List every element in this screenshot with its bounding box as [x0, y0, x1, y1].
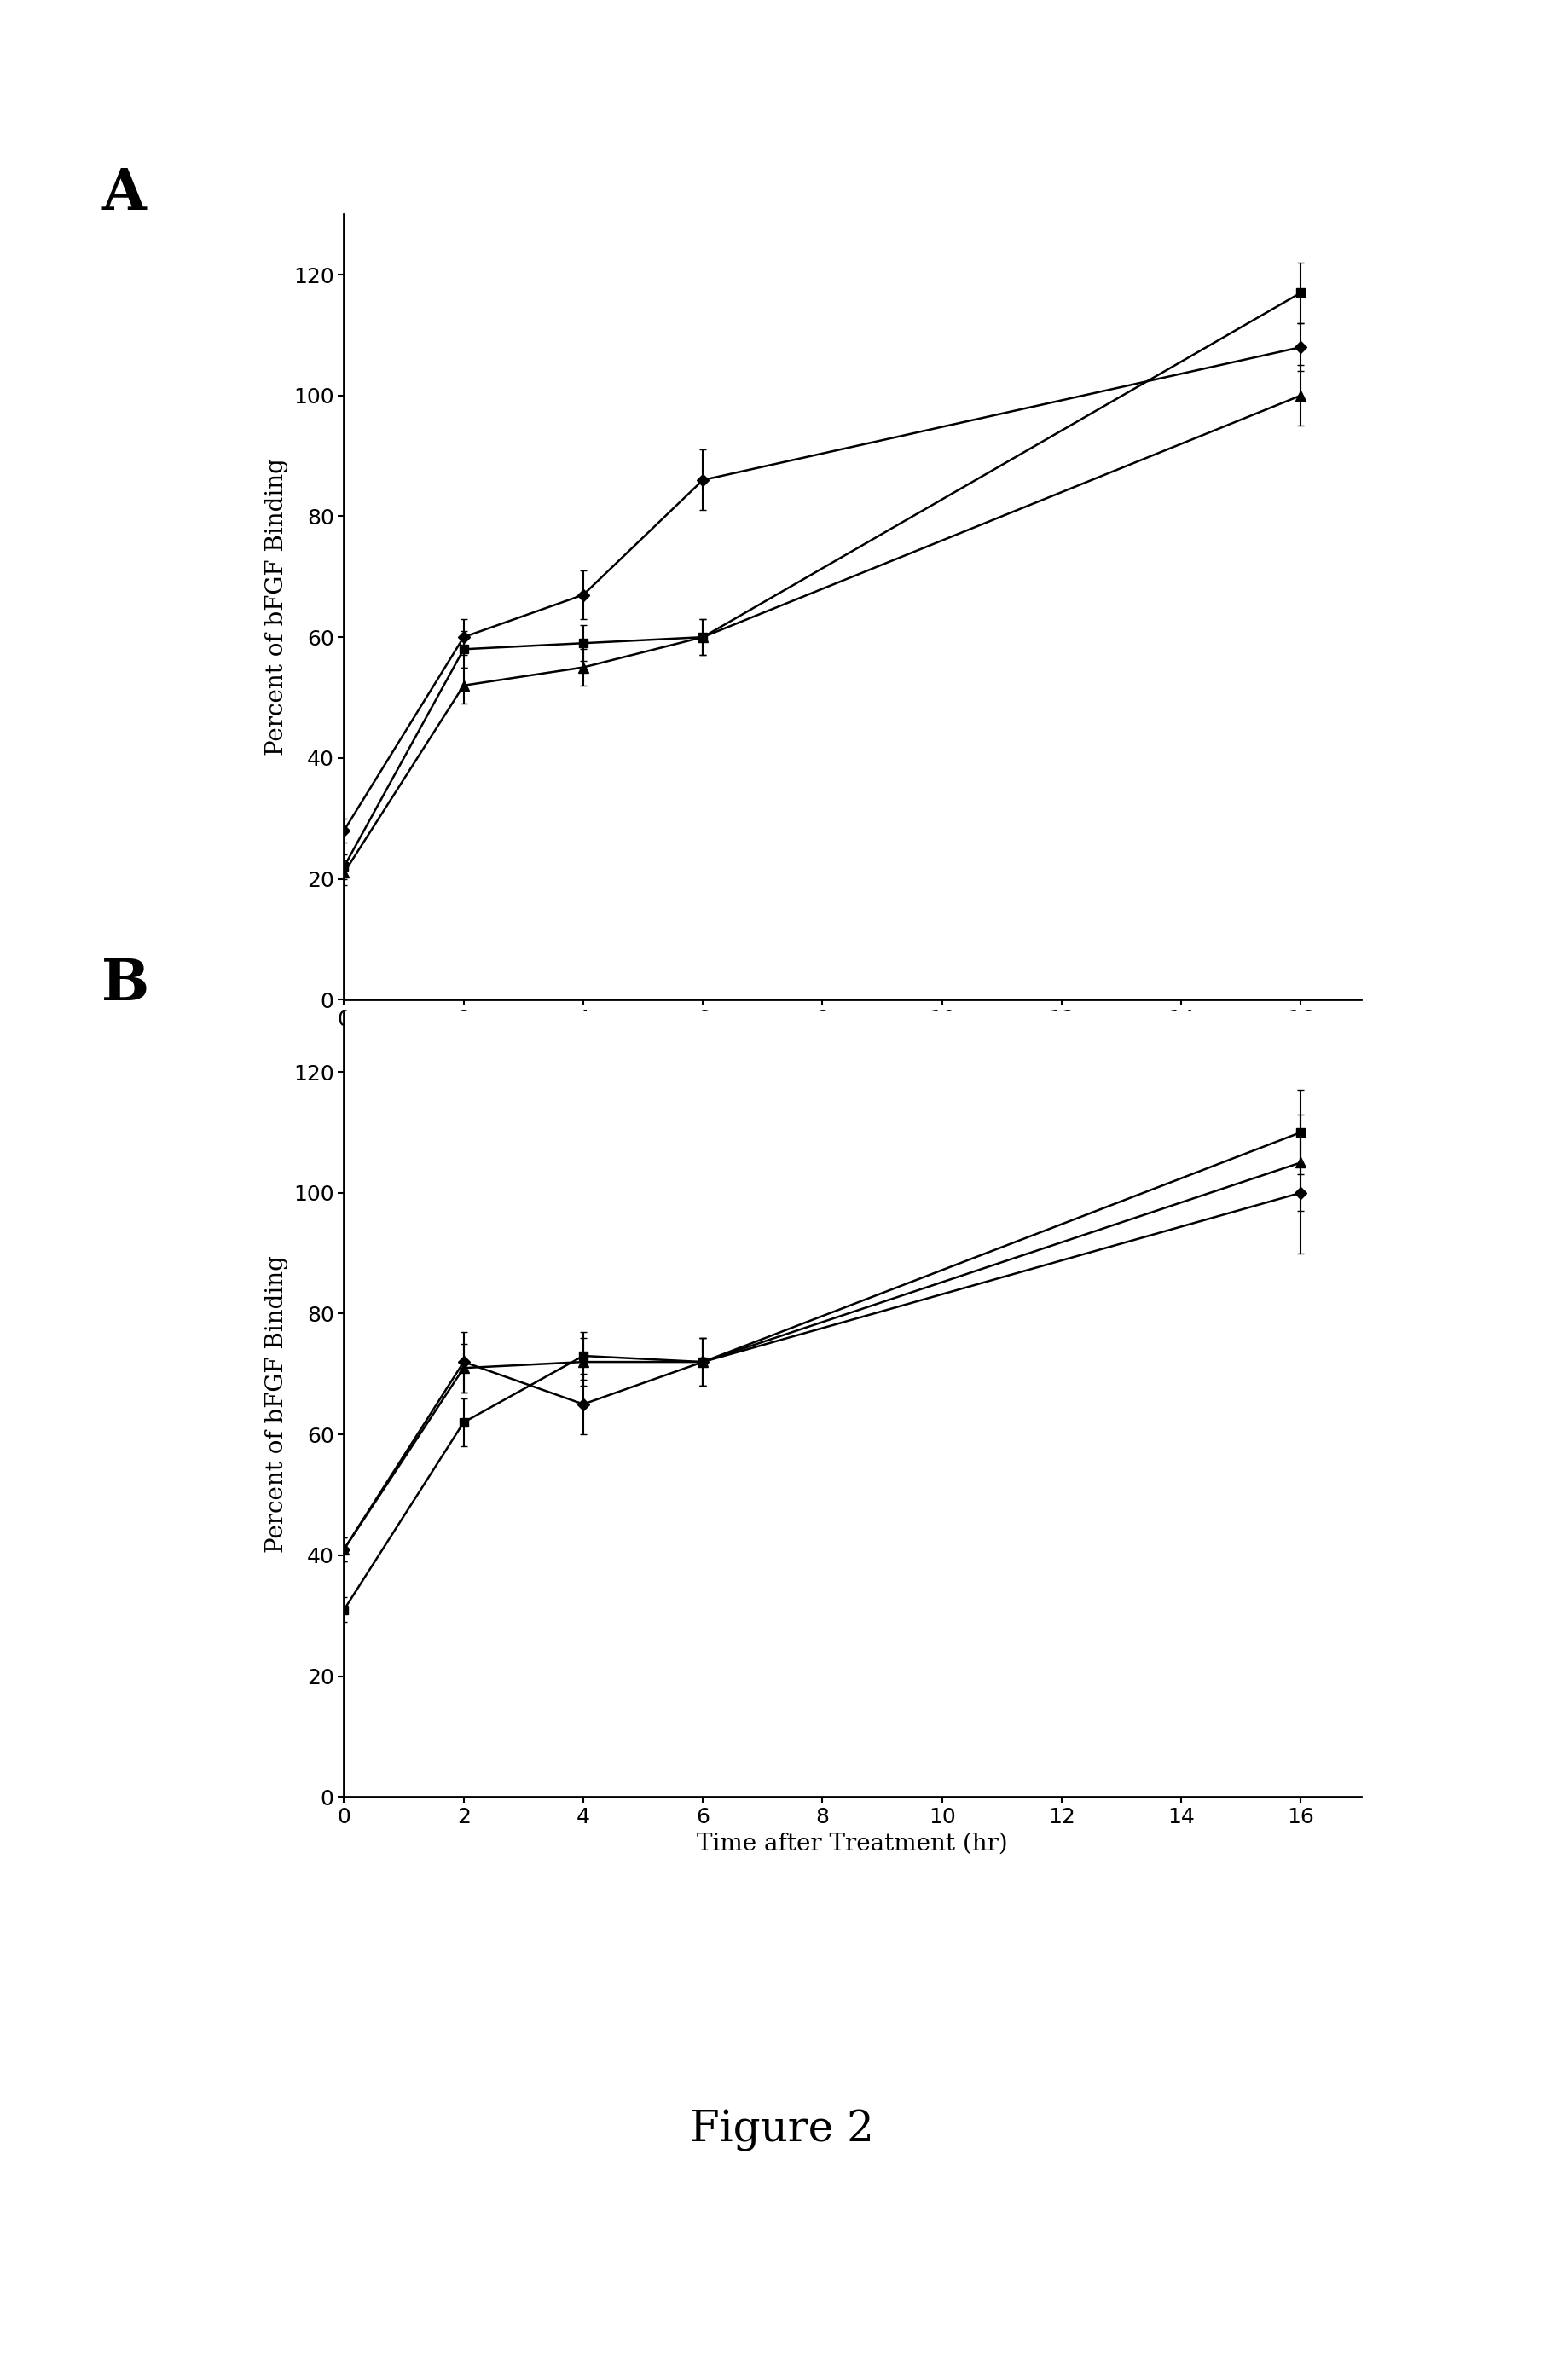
Y-axis label: Percent of bFGF Binding: Percent of bFGF Binding [266, 457, 288, 757]
Y-axis label: Percent of bFGF Binding: Percent of bFGF Binding [266, 1257, 288, 1554]
Text: B: B [102, 957, 150, 1012]
Text: Figure 2: Figure 2 [690, 2109, 874, 2152]
X-axis label: Time after Treatment (hr): Time after Treatment (hr) [698, 1035, 1007, 1057]
X-axis label: Time after Treatment (hr): Time after Treatment (hr) [698, 1833, 1007, 1854]
Text: A: A [102, 167, 145, 221]
